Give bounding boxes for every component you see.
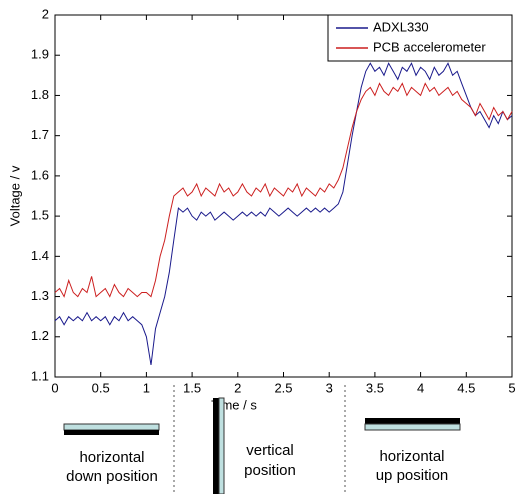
y-tick-label: 1.4 xyxy=(31,248,49,263)
x-tick-label: 3 xyxy=(326,380,333,395)
annotation: up position xyxy=(376,467,449,484)
x-tick-label: 1.5 xyxy=(183,380,201,395)
y-axis-label: Voltage / v xyxy=(7,165,22,226)
y-tick-label: 1.9 xyxy=(31,47,49,62)
x-tick-label: 2 xyxy=(234,380,241,395)
y-tick-label: 2 xyxy=(42,6,49,21)
board-icon xyxy=(365,418,460,424)
x-tick-label: 1 xyxy=(143,380,150,395)
y-tick-label: 1.1 xyxy=(31,368,49,383)
x-tick-label: 3.5 xyxy=(366,380,384,395)
annotation: horizontal xyxy=(379,448,444,465)
y-tick-label: 1.5 xyxy=(31,208,49,223)
y-tick-label: 1.8 xyxy=(31,87,49,102)
x-tick-label: 4.5 xyxy=(457,380,475,395)
x-tick-label: 2.5 xyxy=(274,380,292,395)
annotation: down position xyxy=(66,468,158,485)
board-icon xyxy=(63,423,160,431)
x-tick-label: 0 xyxy=(51,380,58,395)
board-icon xyxy=(218,397,225,495)
annotation: horizontal xyxy=(79,449,144,466)
x-tick-label: 4 xyxy=(417,380,424,395)
y-tick-label: 1.3 xyxy=(31,288,49,303)
legend-label: PCB accelerometer xyxy=(373,39,486,54)
y-tick-label: 1.7 xyxy=(31,127,49,142)
data-line xyxy=(54,62,513,365)
board-icon xyxy=(64,430,159,435)
annotation: position xyxy=(244,462,296,479)
legend-label: ADXL330 xyxy=(373,19,429,34)
board-icon xyxy=(213,398,219,494)
y-tick-label: 1.2 xyxy=(31,328,49,343)
annotation: vertical xyxy=(246,442,294,459)
data-line xyxy=(54,82,513,298)
y-tick-label: 1.6 xyxy=(31,167,49,182)
x-tick-label: 0.5 xyxy=(92,380,110,395)
board-icon xyxy=(364,423,461,431)
x-tick-label: 5 xyxy=(508,380,515,395)
legend-box xyxy=(327,14,513,62)
